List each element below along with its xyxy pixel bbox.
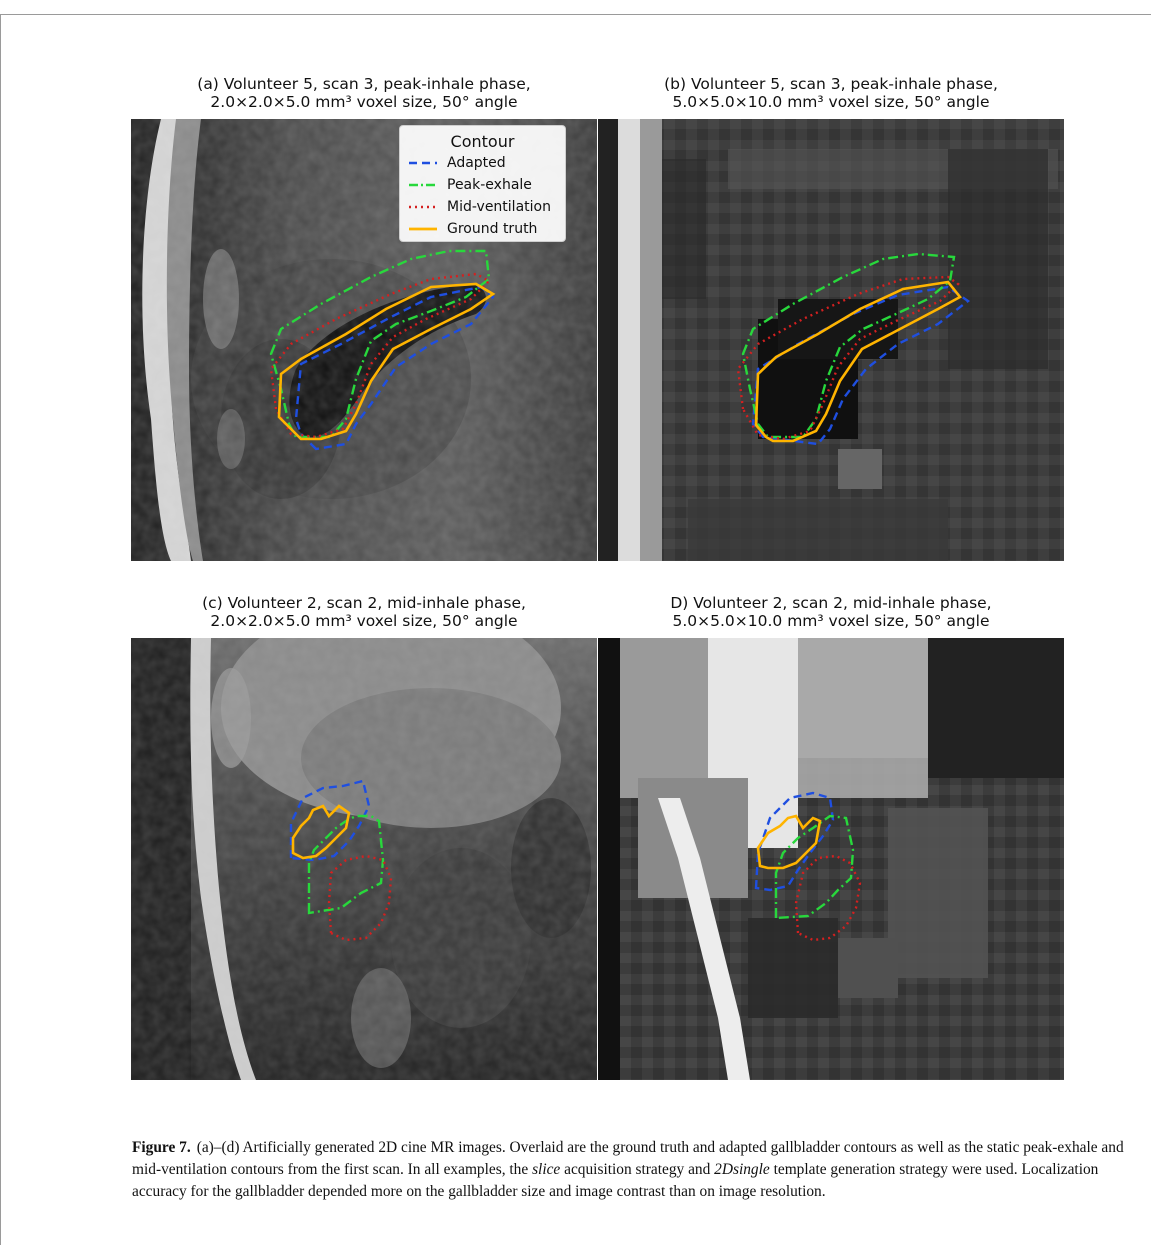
panel-d-peak-exhale-contour: [774, 814, 855, 920]
panel-a-ground-truth-contour: [277, 282, 496, 441]
panel-a-mid-ventilation-contour: [269, 272, 491, 439]
frame-left-border: [0, 14, 1, 1245]
panel-c-mid-ventilation-contour: [327, 854, 393, 942]
panel-b-title-line2: 5.0×5.0×10.0 mm³ voxel size, 50° angle: [672, 93, 990, 111]
panel-d-adapted-contour: [754, 791, 835, 892]
panel-d-ground-truth-contour: [756, 814, 822, 870]
legend-label-ground-truth: Ground truth: [447, 221, 538, 237]
panel-c-svg: [131, 638, 597, 1080]
caption-text-part2: acquisition strategy and: [560, 1161, 715, 1178]
panel-c-mr-image: [131, 638, 597, 1080]
panel-a-title: (a) Volunteer 5, scan 3, peak-inhale pha…: [131, 75, 597, 111]
panel-c-adapted-contour: [289, 779, 371, 862]
legend-item-ground-truth: Ground truth: [407, 219, 537, 239]
panel-a-adapted-contour: [294, 285, 495, 451]
panel-b-title: (b) Volunteer 5, scan 3, peak-inhale pha…: [598, 75, 1064, 111]
panel-b-adapted-contour: [751, 285, 971, 446]
adapted-line-icon: [409, 161, 437, 165]
panel-c-title-line2: 2.0×2.0×5.0 mm³ voxel size, 50° angle: [210, 612, 518, 630]
panel-d-mr-image: [598, 638, 1064, 1080]
mid-ventilation-line-icon: [409, 205, 437, 209]
peak-exhale-line-icon: [409, 183, 437, 187]
panel-b-peak-exhale-contour: [741, 252, 956, 439]
panel-c-ground-truth-contour: [291, 804, 351, 860]
frame-top-border: [0, 14, 1151, 15]
panel-d-title-line2: 5.0×5.0×10.0 mm³ voxel size, 50° angle: [672, 612, 990, 630]
panel-c-peak-exhale-contour: [307, 814, 385, 915]
caption-text-part1: (a)–(d) Artificially generated 2D cine M…: [132, 1139, 1124, 1178]
legend-item-mid-ventilation: Mid-ventilation: [407, 197, 551, 217]
panel-c-title: (c) Volunteer 2, scan 2, mid-inhale phas…: [131, 594, 597, 630]
panel-b-ground-truth-contour: [754, 280, 962, 443]
panel-c-title-line1: (c) Volunteer 2, scan 2, mid-inhale phas…: [202, 594, 526, 612]
panel-d-title: D) Volunteer 2, scan 2, mid-inhale phase…: [598, 594, 1064, 630]
panel-a-title-line2: 2.0×2.0×5.0 mm³ voxel size, 50° angle: [210, 93, 518, 111]
panel-a-title-line1: (a) Volunteer 5, scan 3, peak-inhale pha…: [197, 75, 531, 93]
caption-emphasis-2dsingle: 2Dsingle: [714, 1161, 770, 1178]
panel-d-mid-ventilation-contour: [794, 854, 862, 942]
figure-label: Figure 7.: [132, 1139, 191, 1156]
legend: Contour Adapted Peak-exhale Mid-ventilat…: [399, 125, 566, 242]
legend-item-peak-exhale: Peak-exhale: [407, 175, 532, 195]
caption-emphasis-slice: slice: [532, 1161, 561, 1178]
panel-a-peak-exhale-contour: [269, 249, 491, 439]
legend-label-peak-exhale: Peak-exhale: [447, 177, 532, 193]
panel-d-svg: [598, 638, 1064, 1080]
legend-label-adapted: Adapted: [447, 155, 506, 171]
panel-b-svg: [598, 119, 1064, 561]
panel-b-mr-image: [598, 119, 1064, 561]
panel-d-title-line1: D) Volunteer 2, scan 2, mid-inhale phase…: [670, 594, 992, 612]
caption-text-part3: template generation strategy were used. …: [132, 1161, 1099, 1200]
legend-label-mid-ventilation: Mid-ventilation: [447, 199, 551, 215]
legend-item-adapted: Adapted: [407, 153, 506, 173]
figure-caption: Figure 7. (a)–(d) Artificially generated …: [132, 1137, 1132, 1203]
panel-b-title-line1: (b) Volunteer 5, scan 3, peak-inhale pha…: [664, 75, 998, 93]
ground-truth-line-icon: [409, 227, 437, 231]
legend-title: Contour: [450, 132, 515, 151]
panel-b-mid-ventilation-contour: [736, 275, 960, 441]
